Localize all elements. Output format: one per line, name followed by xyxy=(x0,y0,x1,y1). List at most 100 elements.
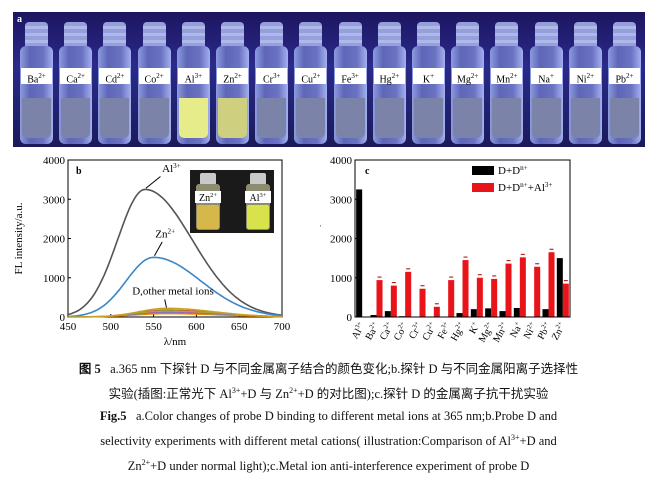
bar-probe-na xyxy=(513,307,520,317)
anti-interference-bar-chart: 01000200030004000FL intensity/a.u.cAl3+B… xyxy=(320,155,571,345)
annotation-al: Al3+ xyxy=(162,162,181,175)
vial-pb: Pb2+ xyxy=(608,22,641,144)
vial-liquid xyxy=(22,98,51,138)
x-tick-label: Mn2+ xyxy=(490,320,511,344)
x-tick-label: Cu2+ xyxy=(420,320,440,342)
annotation-arrow xyxy=(145,176,161,189)
vial-k: K+ xyxy=(412,22,445,144)
caption-en-line1: Fig.5 a.Color changes of probe D binding… xyxy=(99,409,558,424)
vial-label: Cu2+ xyxy=(295,68,327,85)
spectrum-line-0 xyxy=(67,188,283,316)
vial-label: Hg2+ xyxy=(373,68,405,85)
inset-label: Zn2+ xyxy=(199,192,217,204)
vial-co: Co2+ xyxy=(137,22,171,144)
y-tick-label: 4000 xyxy=(330,155,353,167)
bar-with-al-na xyxy=(519,257,526,317)
vial-ni: Ni2+ xyxy=(568,22,602,144)
vial-fe: Fe3+ xyxy=(333,22,367,144)
y-tick-label: 2000 xyxy=(330,234,353,246)
vial-cap xyxy=(338,22,362,48)
legend-label-1: D+Dn++Al3+ xyxy=(498,181,552,194)
bar-probe-pb xyxy=(542,309,549,317)
caption-en-line3: Zn2++D under normal light);c.Metal ion a… xyxy=(127,458,530,474)
x-tick-label: 500 xyxy=(103,321,120,333)
vial-label: Ni2+ xyxy=(569,68,601,85)
annotation-other: D,other metal ions xyxy=(132,286,214,298)
annotation-arrow xyxy=(154,241,163,257)
vial-ba: Ba2+ xyxy=(20,22,53,144)
bar-with-al-pb xyxy=(548,252,555,317)
vial-liquid xyxy=(570,98,600,138)
vial-label: Ba2+ xyxy=(21,68,52,85)
vial-cap xyxy=(25,22,48,48)
figure-caption: 图 5 a.365 nm 下探针 D 与不同金属离子结合的颜色变化;b.探针 D… xyxy=(0,358,657,477)
vial-label: K+ xyxy=(413,68,444,85)
vial-liquid xyxy=(335,98,365,138)
vial-cap xyxy=(417,22,440,48)
annotation-zn: Zn2+ xyxy=(155,228,175,241)
vial-liquid xyxy=(414,98,443,138)
vial-label: Pb2+ xyxy=(609,68,640,85)
legend-swatch xyxy=(472,166,494,175)
bar-probe-mn xyxy=(499,311,506,317)
x-axis-label: λ/nm xyxy=(164,336,187,348)
vial-cap xyxy=(495,22,519,48)
x-tick-label: 600 xyxy=(188,321,205,333)
y-tick-label: 3000 xyxy=(43,194,66,206)
legend-swatch xyxy=(472,183,494,192)
x-tick-label: Ni2+ xyxy=(521,320,540,341)
vial-ca: Ca2+ xyxy=(59,22,93,144)
vial-cap xyxy=(221,22,244,48)
vial-mn: Mn2+ xyxy=(490,22,524,144)
vial-cap xyxy=(64,22,88,48)
bar-with-al-ni xyxy=(534,266,541,317)
bar-with-al-mg xyxy=(491,278,498,317)
inset-vial-cap xyxy=(250,173,266,185)
legend-label-0: D+Dn+ xyxy=(498,164,528,177)
emission-spectra-chart: 450 500 550 600 650 700 0 1000 2000 3000 4000 λ/nm F… xyxy=(13,155,291,348)
bar-with-al-ba xyxy=(376,280,383,317)
vial-cap xyxy=(613,22,636,48)
vial-cap xyxy=(377,22,401,48)
vial-liquid xyxy=(610,98,639,138)
vial-label: Fe3+ xyxy=(334,68,366,85)
inset-vial-liquid xyxy=(197,205,219,229)
bar-probe-al xyxy=(356,189,363,317)
vial-label: Zn2+ xyxy=(217,68,248,85)
bar-with-al-ca xyxy=(390,285,397,317)
vial-cd: Cd2+ xyxy=(98,22,132,144)
vial-label: Na+ xyxy=(530,68,562,85)
inset-vial-cap xyxy=(200,173,216,185)
bar-with-al-cr xyxy=(419,288,426,317)
vial-label: Cd2+ xyxy=(99,68,131,85)
vial-cu: Cu2+ xyxy=(294,22,328,144)
vial-liquid xyxy=(139,98,169,138)
bar-probe-hg xyxy=(456,313,463,317)
bar-with-al-fe xyxy=(448,280,455,317)
vial-liquid xyxy=(531,98,561,138)
vial-label: Mg2+ xyxy=(452,68,484,85)
y-tick-label: 2000 xyxy=(43,234,66,246)
bar-with-al-co xyxy=(405,271,412,317)
y-axis-label: FL intensity/a.u. xyxy=(320,202,321,274)
y-tick-label: 0 xyxy=(60,312,66,324)
bar-with-al-mn xyxy=(505,263,512,317)
annotation-arrow xyxy=(164,299,167,308)
vial-liquid xyxy=(100,98,130,138)
vial-cap xyxy=(573,22,597,48)
y-tick-label: 0 xyxy=(347,312,353,324)
caption-cn-line2: 实验(插图:正常光下 Al3++D 与 Zn2++D 的对比图);c.探针 D … xyxy=(108,386,549,402)
panel-label-b: b xyxy=(76,166,82,177)
y-tick-label: 1000 xyxy=(43,273,66,285)
vial-label: Mn2+ xyxy=(491,68,523,85)
vial-liquid xyxy=(61,98,91,138)
inset-label: Al3+ xyxy=(250,192,267,204)
x-tick-label: Na+ xyxy=(507,320,525,340)
bar-with-al-cu xyxy=(433,306,440,317)
bar-with-al-k xyxy=(476,277,483,317)
vial-zn: Zn2+ xyxy=(216,22,249,144)
vial-liquid xyxy=(296,98,326,138)
x-tick-label: 650 xyxy=(231,321,248,333)
inset-photo: Zn2+ Al3+ xyxy=(190,170,274,233)
vial-liquid xyxy=(218,98,247,138)
